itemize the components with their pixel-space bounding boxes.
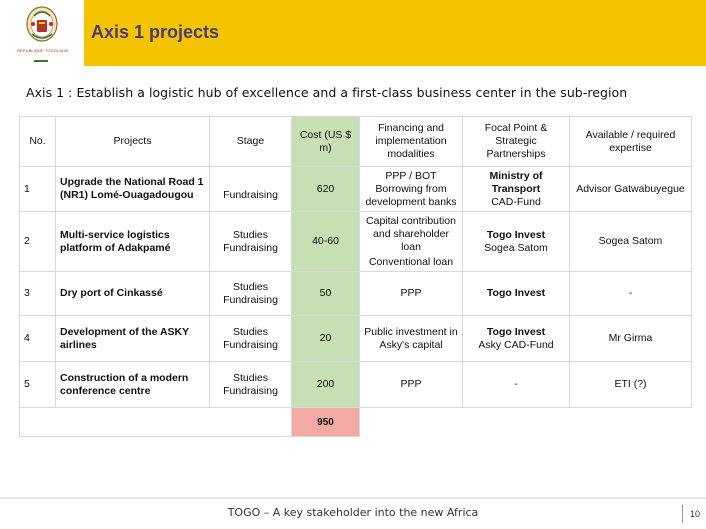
footer-separator xyxy=(682,505,683,523)
cell-expertise: - xyxy=(569,271,692,316)
cell-financing: PPP / BOT Borrowing from development ban… xyxy=(359,166,463,212)
page-subtitle: Axis 1 : Establish a logistic hub of exc… xyxy=(26,85,628,100)
projects-table: No. Projects Stage Cost (US $ m) Financi… xyxy=(19,116,692,437)
emblem-caption: RÉPUBLIQUE TOGOLAISE xyxy=(17,48,69,53)
cell-no: 5 xyxy=(19,361,56,408)
cell-financing: Public investment in Asky's capital xyxy=(359,315,463,362)
cell-project: Dry port of Cinkassé xyxy=(55,271,210,316)
page-title: Axis 1 projects xyxy=(91,22,220,42)
logo-area: RÉPUBLIQUE TOGOLAISE xyxy=(0,0,84,66)
cell-cost: 620 xyxy=(291,166,360,212)
cell-stage: Fundraising xyxy=(209,166,292,212)
focal-secondary: Sogea Satom xyxy=(484,241,548,254)
table-row: 4 Development of the ASKY airlines Studi… xyxy=(19,315,692,362)
cell-project: Multi-service logistics platform of Adak… xyxy=(55,211,210,272)
header-focal-point: Focal Point & Strategic Partnerships xyxy=(462,116,570,167)
total-spacer xyxy=(19,407,292,437)
focal-primary: Togo Invest xyxy=(486,228,546,241)
header-bar xyxy=(0,0,706,66)
cell-no: 4 xyxy=(19,315,56,362)
cell-no: 3 xyxy=(19,271,56,316)
cell-cost: 200 xyxy=(291,361,360,408)
cell-no: 2 xyxy=(19,211,56,272)
total-row: 950 xyxy=(19,407,692,437)
footer-divider xyxy=(0,497,706,499)
focal-primary: Ministry of Transport xyxy=(489,169,543,195)
table-row: 5 Construction of a modern conference ce… xyxy=(19,361,692,408)
header-projects: Projects xyxy=(55,116,210,167)
cell-project: Development of the ASKY airlines xyxy=(55,315,210,362)
cell-project: Upgrade the National Road 1 (NR1) Lomé-O… xyxy=(55,166,210,212)
focal-secondary: Asky CAD-Fund xyxy=(478,338,554,351)
focal-primary: Togo Invest xyxy=(486,287,546,299)
cell-cost: 50 xyxy=(291,271,360,316)
cell-stage: Studies Fundraising xyxy=(209,211,292,272)
emblem-underline xyxy=(34,60,48,62)
header-expertise: Available / required expertise xyxy=(569,116,692,167)
cell-focal-point: Togo Invest xyxy=(462,271,570,316)
cell-financing: PPP xyxy=(359,361,463,408)
header-stage: Stage xyxy=(209,116,292,167)
cell-cost: 20 xyxy=(291,315,360,362)
header-financing: Financing and implementation modalities xyxy=(359,116,463,167)
cell-stage: Studies Fundraising xyxy=(209,315,292,362)
table-row: 1 Upgrade the National Road 1 (NR1) Lomé… xyxy=(19,166,692,212)
financing-primary: Capital contribution and shareholder loa… xyxy=(366,214,456,253)
page-number: 10 xyxy=(690,509,701,519)
cell-project: Construction of a modern conference cent… xyxy=(55,361,210,408)
header-no: No. xyxy=(19,116,56,167)
coat-of-arms-logo xyxy=(26,6,58,42)
table-row: 2 Multi-service logistics platform of Ad… xyxy=(19,211,692,272)
footer-tagline: TOGO – A key stakeholder into the new Af… xyxy=(227,506,479,519)
cell-no: 1 xyxy=(19,166,56,212)
cell-focal-point: Togo Invest Sogea Satom xyxy=(462,211,570,272)
cell-expertise: Advisor Gatwabuyegue xyxy=(569,166,692,212)
financing-secondary: Conventional loan xyxy=(368,255,454,268)
cell-expertise: Mr Girma xyxy=(569,315,692,362)
table-header-row: No. Projects Stage Cost (US $ m) Financi… xyxy=(19,116,692,167)
cell-expertise: ETI (?) xyxy=(569,361,692,408)
cell-stage: Studies Fundraising xyxy=(209,361,292,408)
focal-primary: Togo Invest xyxy=(486,325,546,338)
cell-expertise: Sogea Satom xyxy=(569,211,692,272)
table-row: 3 Dry port of Cinkassé Studies Fundraisi… xyxy=(19,271,692,316)
cell-focal-point: Ministry of Transport CAD-Fund xyxy=(462,166,570,212)
focal-secondary: CAD-Fund xyxy=(491,195,541,208)
cell-financing: Capital contribution and shareholder loa… xyxy=(359,211,463,272)
cell-cost: 40-60 xyxy=(291,211,360,272)
cell-financing: PPP xyxy=(359,271,463,316)
header-cost: Cost (US $ m) xyxy=(291,116,360,167)
cell-focal-point: - xyxy=(462,361,570,408)
cell-focal-point: Togo Invest Asky CAD-Fund xyxy=(462,315,570,362)
cell-stage: Studies Fundraising xyxy=(209,271,292,316)
total-spacer-right xyxy=(359,407,692,437)
total-cost: 950 xyxy=(291,407,360,437)
